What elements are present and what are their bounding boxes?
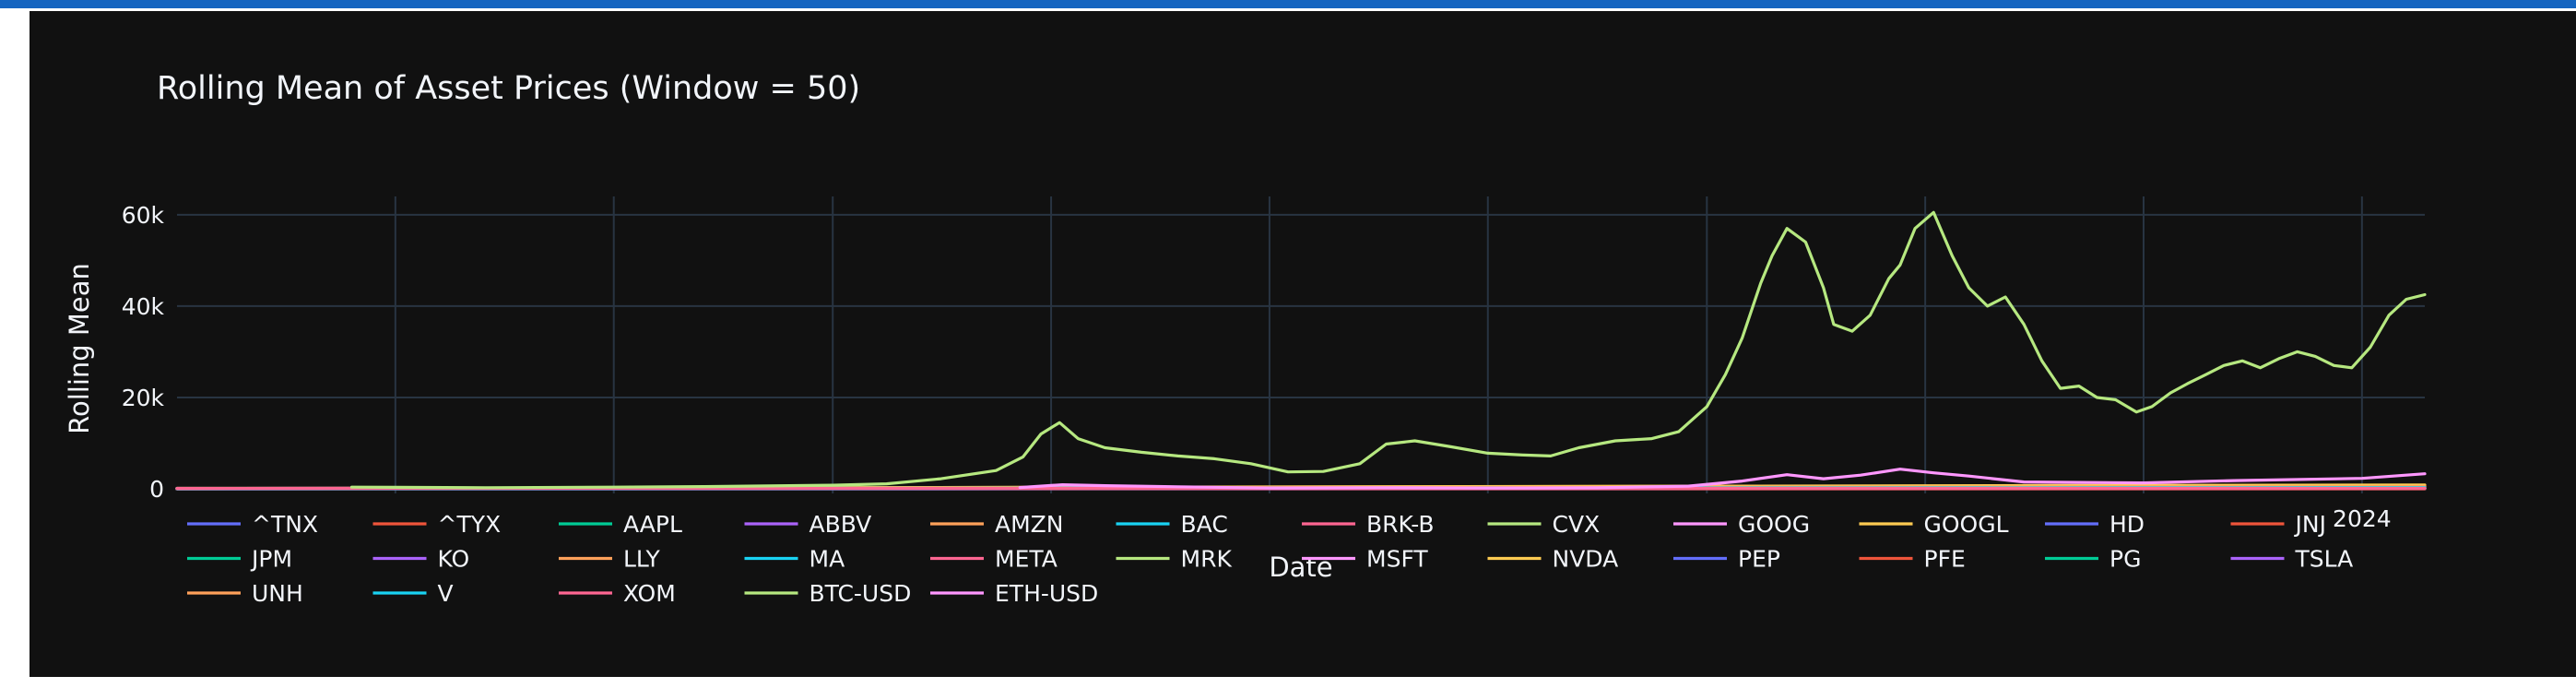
axes: 0 20k 40k 60k 2024	[122, 202, 2392, 532]
x-tick-label: 2024	[2333, 505, 2392, 532]
legend-label: PFE	[1924, 546, 1966, 573]
chart-panel	[30, 11, 2576, 677]
legend-label: JPM	[250, 546, 292, 573]
legend-label: JNJ	[2294, 511, 2326, 538]
legend-label: MSFT	[1366, 546, 1428, 573]
y-axis-title: Rolling Mean	[64, 263, 95, 434]
legend-label: AAPL	[623, 511, 682, 538]
legend-item[interactable]: ^TYX	[372, 511, 502, 538]
legend-item[interactable]: JPM	[187, 546, 292, 573]
legend-item[interactable]: GOOGL	[1859, 511, 2009, 538]
legend-item[interactable]: V	[372, 580, 454, 607]
legend-label: ETH-USD	[995, 580, 1098, 607]
series-line-eth-usd	[1018, 468, 2427, 490]
top-accent-bar	[0, 0, 2576, 8]
legend-label: XOM	[623, 580, 676, 607]
legend-item[interactable]: ^TNX	[187, 511, 318, 538]
y-tick-label: 0	[149, 476, 164, 503]
legend-label: TSLA	[2295, 546, 2354, 573]
legend-label: PG	[2109, 546, 2141, 573]
legend-label: UNH	[252, 580, 303, 607]
legend-item[interactable]: BAC	[1116, 511, 1228, 538]
legend-label: MRK	[1181, 546, 1233, 573]
legend-label: LLY	[623, 546, 661, 573]
legend-item[interactable]: XOM	[559, 580, 676, 607]
legend-label: MA	[809, 546, 845, 573]
legend-label: KO	[438, 546, 470, 573]
legend-label: GOOG	[1738, 511, 1810, 538]
legend-item[interactable]: BTC-USD	[744, 580, 912, 607]
legend-label: ^TNX	[252, 511, 318, 538]
legend-item[interactable]: PG	[2045, 546, 2141, 573]
chart-title: Rolling Mean of Asset Prices (Window = 5…	[157, 70, 861, 107]
legend-item[interactable]: PEP	[1673, 546, 1780, 573]
legend-item[interactable]: META	[930, 546, 1058, 573]
legend-label: ABBV	[809, 511, 872, 538]
y-tick-label: 40k	[122, 293, 165, 320]
series-lines	[175, 210, 2427, 491]
legend-label: PEP	[1738, 546, 1780, 573]
legend-item[interactable]: LLY	[559, 546, 661, 573]
legend-item[interactable]: AAPL	[559, 511, 682, 538]
legend: ^TNX ^TYX AAPL ABBV AMZN BAC BRK-B CVX GOOG GOOGL…	[187, 511, 2353, 607]
x-axis-title: Date	[1269, 552, 1332, 583]
legend-label: V	[438, 580, 454, 607]
legend-item[interactable]: UNH	[187, 580, 303, 607]
legend-label: BTC-USD	[809, 580, 912, 607]
y-tick-label: 20k	[122, 385, 165, 411]
legend-label: BRK-B	[1366, 511, 1435, 538]
legend-item[interactable]: TSLA	[2230, 546, 2354, 573]
legend-item[interactable]: BRK-B	[1302, 511, 1435, 538]
legend-item[interactable]: NVDA	[1487, 546, 1619, 573]
legend-label: GOOGL	[1924, 511, 2009, 538]
series-line-btc-usd	[349, 210, 2427, 490]
legend-label: ^TYX	[438, 511, 502, 538]
legend-item[interactable]: CVX	[1487, 511, 1601, 538]
legend-item[interactable]: MA	[744, 546, 845, 573]
legend-item[interactable]: AMZN	[930, 511, 1064, 538]
legend-label: BAC	[1181, 511, 1228, 538]
grid	[177, 196, 2425, 493]
legend-item[interactable]: PFE	[1859, 546, 1966, 573]
legend-item[interactable]: HD	[2045, 511, 2145, 538]
legend-item[interactable]: KO	[372, 546, 470, 573]
legend-item[interactable]: GOOG	[1673, 511, 1810, 538]
legend-label: AMZN	[995, 511, 1064, 538]
legend-label: META	[995, 546, 1058, 573]
legend-item[interactable]: MSFT	[1302, 546, 1428, 573]
legend-item[interactable]: JNJ	[2230, 511, 2326, 538]
legend-item[interactable]: ETH-USD	[930, 580, 1098, 607]
legend-item[interactable]: MRK	[1116, 546, 1233, 573]
legend-item[interactable]: ABBV	[744, 511, 872, 538]
legend-label: NVDA	[1553, 546, 1619, 573]
legend-label: CVX	[1553, 511, 1601, 538]
legend-label: HD	[2109, 511, 2145, 538]
y-tick-label: 60k	[122, 202, 165, 229]
